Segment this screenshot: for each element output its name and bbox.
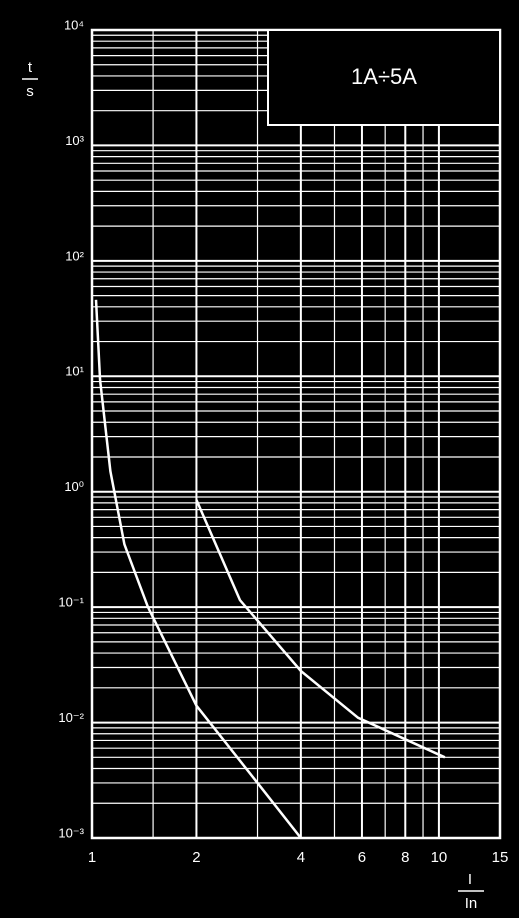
curve <box>195 499 446 759</box>
y-tick-label: 10⁰ <box>64 479 84 494</box>
x-tick-label: 1 <box>88 849 96 866</box>
x-tick-label: 15 <box>492 849 509 866</box>
y-tick-label: 10² <box>65 248 84 263</box>
x-tick-label: 2 <box>192 849 200 866</box>
y-tick-label: 10⁻³ <box>58 825 84 840</box>
x-tick-label: 10 <box>431 849 448 866</box>
curve <box>94 299 302 839</box>
y-tick-label: 10¹ <box>65 364 84 379</box>
x-label-denominator: In <box>465 895 478 912</box>
x-tick-label: 8 <box>401 849 409 866</box>
y-tick-label: 10⁻² <box>58 710 84 725</box>
x-tick-label: 6 <box>358 849 366 866</box>
y-tick-label: 10⁻¹ <box>58 595 84 610</box>
x-tick-label: 4 <box>297 849 305 866</box>
y-label-denominator: s <box>26 83 34 100</box>
annotation: 1A÷5A <box>351 64 417 89</box>
y-tick-label: 10³ <box>65 133 84 148</box>
annotation-box <box>267 29 501 126</box>
x-label-numerator: I <box>468 871 472 888</box>
y-tick-label: 10⁴ <box>64 17 84 32</box>
y-label-numerator: t <box>28 59 33 76</box>
